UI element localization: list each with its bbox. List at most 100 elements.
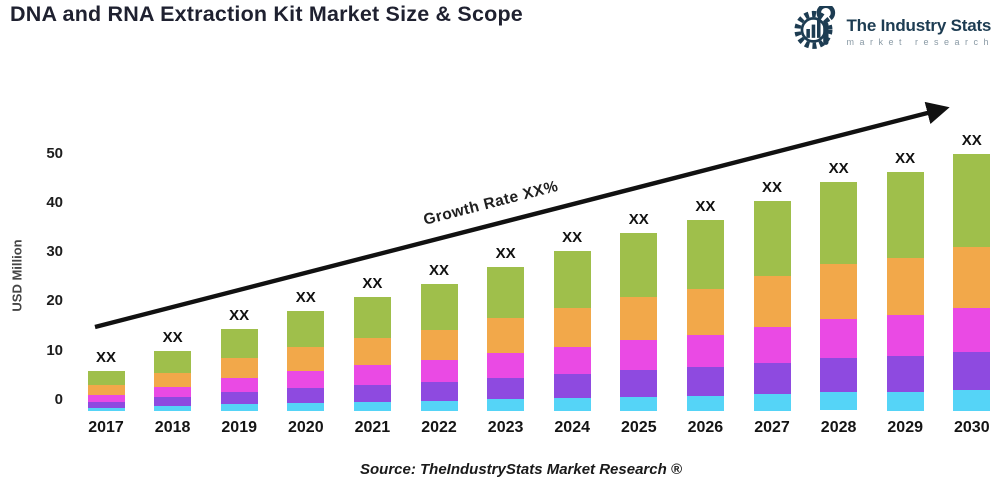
- bar-segment-segment-5-green: [553, 250, 591, 309]
- bar-2017: [87, 371, 125, 411]
- bar-value-label: XX: [895, 149, 916, 167]
- bar-segment-segment-3-magenta: [686, 334, 724, 368]
- bar-segment-segment-2-purple: [487, 377, 525, 400]
- bar-2026: [686, 219, 724, 411]
- bar-segment-segment-5-green: [420, 284, 458, 331]
- x-tick-label: 2025: [621, 419, 657, 436]
- bar-segment-segment-1-cyan: [87, 407, 125, 411]
- bar-segment-segment-3-magenta: [487, 353, 525, 378]
- bar-2022: [420, 284, 458, 411]
- bar-value-label: XX: [428, 262, 449, 280]
- bar-segment-segment-4-orange: [820, 264, 858, 320]
- bar-segment-segment-3-magenta: [620, 339, 658, 370]
- bar-segment-segment-1-cyan: [820, 392, 858, 411]
- bar-segment-segment-4-orange: [154, 372, 192, 388]
- bar-2024: [553, 250, 591, 411]
- x-tick-label: 2021: [354, 419, 391, 436]
- bar-segment-segment-5-green: [953, 154, 991, 247]
- bar-value-label: XX: [362, 274, 383, 292]
- gear-wrench-chart-icon: [794, 3, 840, 57]
- bar-segment-segment-2-purple: [353, 384, 391, 402]
- x-tick-label: 2022: [421, 419, 457, 436]
- y-tick-label: 10: [46, 341, 63, 359]
- bar-segment-segment-5-green: [154, 351, 192, 373]
- bar-segment-segment-1-cyan: [353, 401, 391, 411]
- bar-segment-segment-1-cyan: [420, 400, 458, 411]
- bar-segment-segment-4-orange: [953, 246, 991, 309]
- bar-segment-segment-3-magenta: [553, 346, 591, 375]
- bar-segment-segment-1-cyan: [287, 403, 325, 411]
- bar-value-label: XX: [695, 197, 716, 215]
- y-tick-label: 30: [46, 243, 63, 261]
- bar-segment-segment-4-orange: [886, 258, 924, 316]
- bar-segment-segment-5-green: [87, 371, 125, 386]
- bar-segment-segment-3-magenta: [87, 394, 125, 402]
- trend-arrow-label: Growth Rate XX%: [421, 177, 561, 229]
- bar-value-label: XX: [295, 289, 316, 307]
- bar-segment-segment-3-magenta: [753, 326, 791, 363]
- bar-segment-segment-4-orange: [753, 276, 791, 327]
- bar-segment-segment-4-orange: [353, 337, 391, 366]
- bar-segment-segment-5-green: [353, 296, 391, 338]
- bar-segment-segment-4-orange: [220, 358, 258, 379]
- x-tick-label: 2030: [954, 419, 990, 436]
- x-tick-label: 2027: [754, 419, 790, 436]
- bar-segment-segment-5-green: [686, 219, 724, 289]
- bar-segment-segment-2-purple: [953, 351, 991, 391]
- y-tick-label: 0: [54, 391, 63, 408]
- bar-segment-segment-2-purple: [820, 358, 858, 393]
- bar-segment-segment-4-orange: [686, 288, 724, 335]
- bar-segment-segment-5-green: [886, 171, 924, 259]
- bar-segment-segment-3-magenta: [220, 378, 258, 392]
- bar-value-label: XX: [95, 349, 116, 367]
- bar-segment-segment-1-cyan: [154, 406, 192, 411]
- brand-name: The Industry Stats: [846, 15, 992, 35]
- page-title: DNA and RNA Extraction Kit Market Size &…: [10, 2, 523, 26]
- bar-segment-segment-2-purple: [287, 388, 325, 404]
- bar-segment-segment-1-cyan: [553, 398, 591, 411]
- x-tick-label: 2026: [687, 419, 724, 436]
- bar-segment-segment-3-magenta: [154, 387, 192, 398]
- bar-2025: [620, 232, 658, 411]
- x-tick-label: 2023: [487, 419, 524, 436]
- bar-2021: [353, 296, 391, 411]
- bar-value-label: XX: [761, 178, 782, 196]
- bar-segment-segment-2-purple: [420, 381, 458, 401]
- bar-segment-segment-1-cyan: [753, 394, 791, 411]
- bar-segment-segment-1-cyan: [953, 390, 991, 411]
- bar-segment-segment-2-purple: [87, 401, 125, 408]
- y-tick-label: 40: [46, 193, 63, 211]
- bar-segment-segment-3-magenta: [420, 360, 458, 382]
- bar-segment-segment-1-cyan: [220, 404, 258, 411]
- y-tick-label: 20: [46, 292, 63, 310]
- bar-2019: [220, 329, 258, 411]
- x-tick-label: 2020: [288, 419, 324, 436]
- bar-segment-segment-4-orange: [487, 318, 525, 354]
- x-tick-label: 2019: [221, 419, 257, 436]
- bar-value-label: XX: [828, 160, 849, 178]
- source-note: Source: TheIndustryStats Market Research…: [360, 461, 682, 478]
- bar-2029: [886, 171, 924, 411]
- brand-logo: The Industry Stats market research: [794, 3, 994, 57]
- x-tick-label: 2028: [820, 419, 857, 436]
- bar-segment-segment-5-green: [220, 329, 258, 359]
- x-tick-label: 2029: [887, 419, 923, 436]
- x-tick-label: 2018: [154, 419, 191, 436]
- bar-segment-segment-5-green: [620, 232, 658, 297]
- bar-value-label: XX: [628, 210, 649, 228]
- bar-value-label: XX: [562, 228, 583, 246]
- y-axis-title: USD Million: [9, 239, 25, 312]
- bar-segment-segment-2-purple: [220, 391, 258, 405]
- bar-segment-segment-2-purple: [154, 397, 192, 407]
- bar-segment-segment-3-magenta: [820, 319, 858, 359]
- bar-segment-segment-5-green: [753, 200, 791, 277]
- bar-value-label: XX: [229, 307, 250, 324]
- bar-2023: [487, 266, 525, 411]
- bar-segment-segment-4-orange: [87, 385, 125, 395]
- bar-segment-segment-3-magenta: [953, 308, 991, 352]
- bar-segment-segment-4-orange: [420, 330, 458, 361]
- bar-value-label: XX: [961, 132, 982, 150]
- bar-segment-segment-4-orange: [287, 347, 325, 372]
- bar-segment-segment-2-purple: [886, 356, 924, 392]
